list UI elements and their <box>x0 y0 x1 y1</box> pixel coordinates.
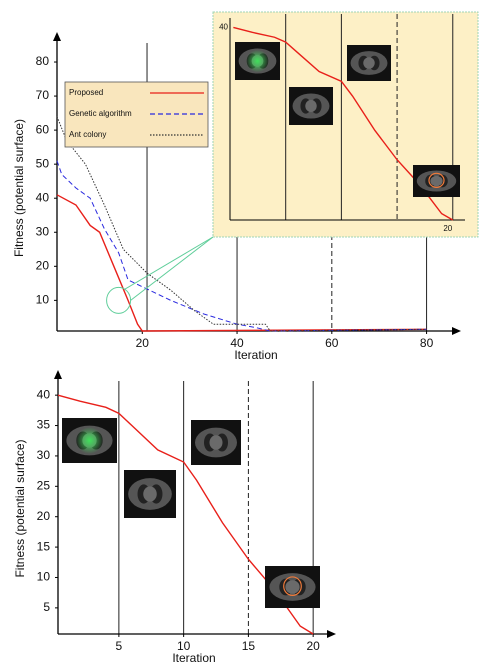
axis-arrow <box>54 370 62 379</box>
y-tick-label: 20 <box>37 509 51 523</box>
y-tick-label: 35 <box>37 418 51 432</box>
y-tick-label: 30 <box>37 448 51 462</box>
x-axis-title: Iteration <box>234 348 277 362</box>
y-tick-label: 70 <box>36 88 50 102</box>
y-axis-title: Fitness (potential surface) <box>12 119 26 257</box>
x-tick-label: 15 <box>242 639 256 653</box>
y-axis-title: Fitness (potential surface) <box>13 439 27 577</box>
y-tick-label: 80 <box>36 54 50 68</box>
y-tick-label: 40 <box>36 190 50 204</box>
series-line <box>56 194 427 332</box>
y-tick-label: 20 <box>36 258 50 272</box>
ct-seed <box>76 427 103 454</box>
ct-heart <box>363 57 375 69</box>
series-line <box>56 160 427 332</box>
ct-heart <box>305 99 317 113</box>
x-axis-title: Iteration <box>172 651 215 665</box>
axis-arrow <box>452 327 461 335</box>
ct-contour <box>428 172 445 189</box>
legend-label: Genetic algorithm <box>69 109 132 118</box>
y-tick-label: 10 <box>37 570 51 584</box>
x-tick-label: 80 <box>420 336 434 350</box>
legend-label: Proposed <box>69 88 103 97</box>
y-tick-label: 30 <box>36 224 50 238</box>
y-tick-label: 10 <box>36 293 50 307</box>
inset-y-tick-label: 40 <box>219 23 228 32</box>
inset-x-tick-label: 20 <box>443 224 452 233</box>
series-line <box>56 116 427 332</box>
y-tick-label: 50 <box>36 156 50 170</box>
ct-heart <box>430 175 443 187</box>
zoom-circle <box>106 286 132 314</box>
y-tick-label: 5 <box>43 600 50 614</box>
x-tick-label: 10 <box>177 639 191 653</box>
legend-label: Ant colony <box>69 130 106 139</box>
y-tick-label: 15 <box>37 539 51 553</box>
ct-heart <box>285 580 300 594</box>
ct-heart <box>143 486 157 502</box>
axis-arrow <box>327 630 336 638</box>
x-tick-label: 60 <box>325 336 339 350</box>
y-tick-label: 40 <box>37 387 51 401</box>
y-tick-label: 25 <box>37 478 51 492</box>
x-tick-label: 5 <box>116 639 123 653</box>
x-tick-label: 20 <box>306 639 320 653</box>
ct-heart <box>209 435 223 450</box>
zoom-connector <box>130 236 214 301</box>
y-tick-label: 60 <box>36 122 50 136</box>
zoom-connector <box>124 236 214 290</box>
x-tick-label: 40 <box>230 336 244 350</box>
ct-seed <box>246 49 269 73</box>
ct-contour <box>283 576 302 596</box>
x-tick-label: 20 <box>136 336 150 350</box>
axis-arrow <box>53 32 61 41</box>
